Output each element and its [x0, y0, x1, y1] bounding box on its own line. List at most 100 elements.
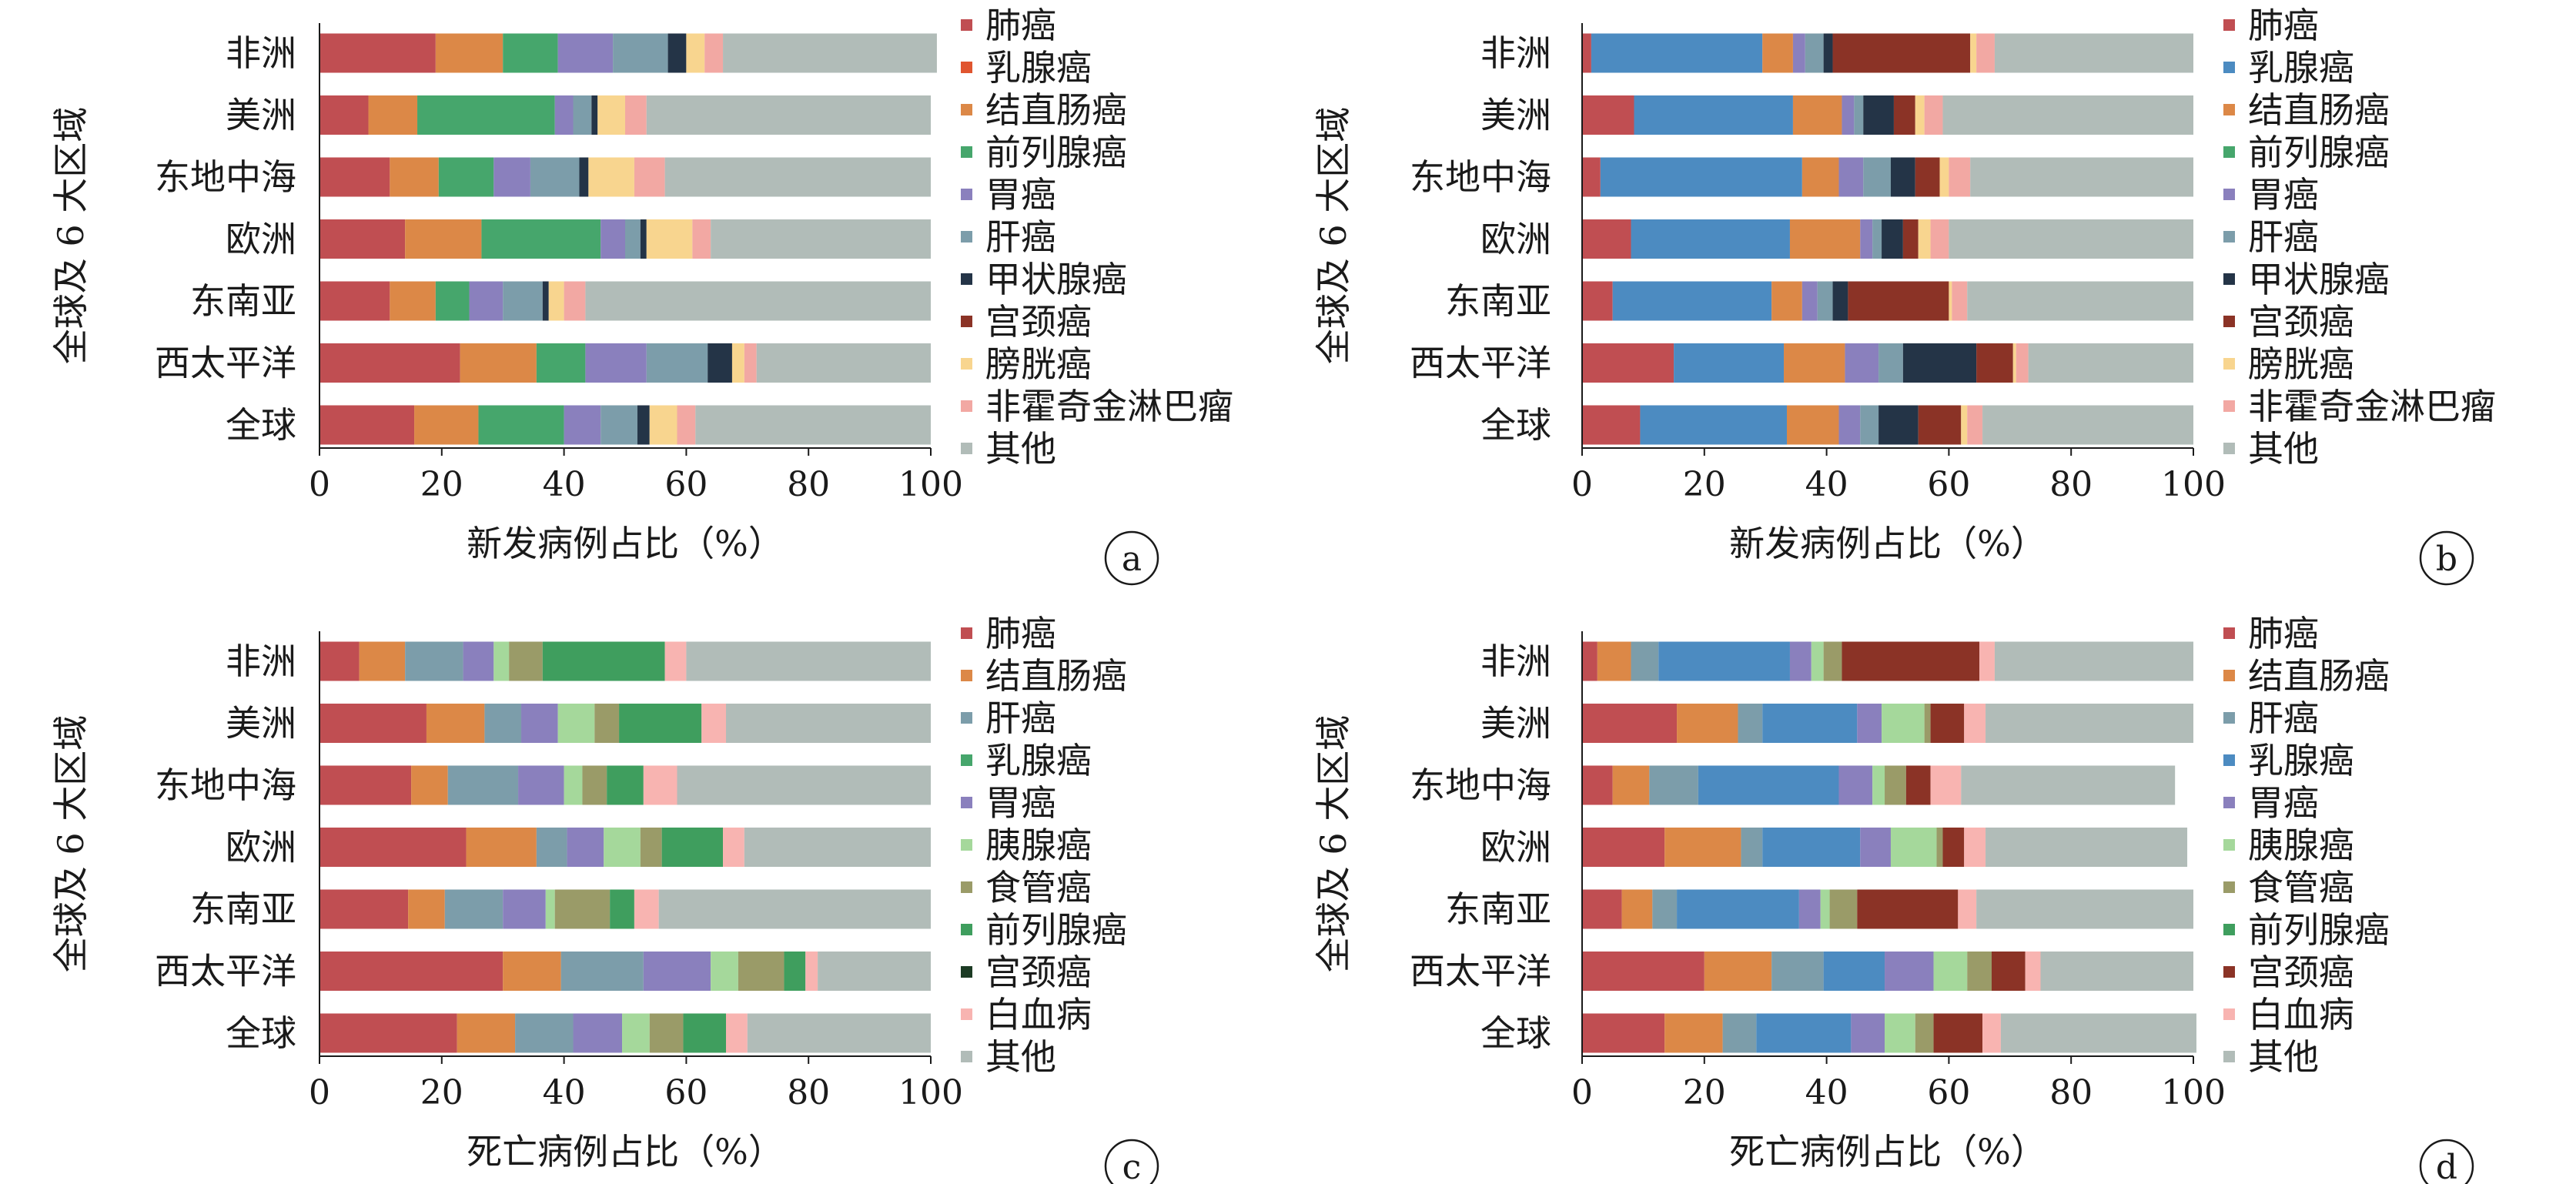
- bar-segment: [319, 281, 390, 321]
- bar-segment: [588, 157, 634, 197]
- bar-segment: [744, 828, 931, 867]
- bar-segment: [545, 889, 555, 929]
- bar-segment: [1631, 641, 1659, 681]
- legend-swatch: [961, 797, 972, 808]
- bar-segment: [319, 952, 503, 991]
- bar-segment: [554, 889, 611, 929]
- bar-segment: [1582, 1013, 1665, 1053]
- legend-item-label: 乳腺癌: [985, 47, 1092, 89]
- legend-swatch: [2223, 924, 2235, 935]
- bar-segment: [1784, 343, 1845, 383]
- bar-segment: [1649, 765, 1698, 805]
- bar-segment: [695, 405, 931, 445]
- legend-item-label: 肝癌: [985, 216, 1056, 258]
- bar-segment: [1994, 641, 2193, 681]
- bar-segment: [613, 33, 668, 73]
- x-tick-label: 100: [898, 1073, 963, 1112]
- bar-segment: [1658, 641, 1790, 681]
- category-label: 东地中海: [1410, 156, 1551, 198]
- legend-item-label: 结直肠癌: [985, 655, 1127, 697]
- x-axis-title: 死亡病例占比（%）: [1729, 1131, 2046, 1172]
- bar-segment: [1582, 889, 1622, 929]
- category-label: 全球: [1480, 1012, 1551, 1054]
- legend-item-label: 肺癌: [985, 5, 1056, 46]
- bar-segment: [1789, 219, 1861, 259]
- bar-segment: [548, 281, 564, 321]
- bar-segment: [408, 889, 445, 929]
- bar-segment: [426, 704, 485, 743]
- bar-segment: [521, 704, 558, 743]
- category-label: 东地中海: [155, 764, 296, 806]
- legend-item-label: 胃癌: [985, 174, 1056, 216]
- bar-segment: [1664, 1013, 1723, 1053]
- bar-segment: [515, 1013, 574, 1053]
- x-tick-label: 80: [2049, 1073, 2093, 1112]
- bar-segment: [503, 952, 561, 991]
- bar-segment: [1771, 952, 1824, 991]
- bar-segment: [503, 33, 558, 73]
- bar-segment: [319, 641, 360, 681]
- bar-segment: [1600, 157, 1802, 197]
- x-tick-label: 100: [2161, 1073, 2226, 1112]
- bar-segment: [1994, 33, 2193, 73]
- bar-segment: [1982, 405, 2193, 445]
- legend-swatch: [2223, 316, 2235, 327]
- bar-segment: [567, 828, 604, 867]
- legend-swatch: [961, 881, 972, 893]
- bar-segment: [625, 95, 647, 135]
- bar-segment: [1823, 641, 1842, 681]
- category-label: 西太平洋: [155, 951, 296, 992]
- bar-segment: [1823, 952, 1885, 991]
- category-label: 东南亚: [1445, 280, 1551, 322]
- legend-item-label: 宫颈癌: [985, 952, 1092, 993]
- bar-segment: [405, 219, 482, 259]
- bar-segment: [390, 281, 436, 321]
- x-axis-title: 新发病例占比（%）: [467, 523, 784, 564]
- bar-segment: [701, 704, 727, 743]
- bar-segment: [1582, 828, 1665, 867]
- x-tick-label: 100: [898, 465, 963, 504]
- bar-segment: [557, 33, 614, 73]
- bar-segment: [1698, 765, 1839, 805]
- bar-segment: [1902, 219, 1919, 259]
- x-tick-label: 80: [2049, 465, 2093, 504]
- bar-segment: [518, 765, 564, 805]
- x-tick-label: 60: [664, 1073, 708, 1112]
- x-tick-label: 60: [1927, 1073, 1970, 1112]
- bar-segment: [1949, 219, 2193, 259]
- bar-segment: [1890, 828, 1937, 867]
- legend-swatch: [961, 231, 972, 242]
- bar-segment: [1918, 219, 1931, 259]
- legend-swatch: [961, 1051, 972, 1062]
- y-axis-title: 全球及 6 大区域: [50, 107, 92, 365]
- bar-segment: [661, 828, 724, 867]
- bar-segment: [1970, 33, 1977, 73]
- legend-item-label: 膀胱癌: [2248, 343, 2354, 385]
- bar-segment: [601, 219, 625, 259]
- legend-swatch: [2223, 881, 2235, 893]
- legend-item-label: 白血病: [985, 994, 1092, 1035]
- bar-segment: [610, 889, 634, 929]
- x-tick-label: 60: [1927, 465, 1970, 504]
- legend-swatch: [2223, 62, 2235, 73]
- legend-swatch: [961, 316, 972, 327]
- legend-swatch: [2223, 1051, 2235, 1062]
- x-tick-label: 40: [543, 465, 586, 504]
- bar-segment: [625, 219, 641, 259]
- bar-segment: [1848, 281, 1949, 321]
- legend-swatch: [2223, 966, 2235, 978]
- bar-segment: [1792, 95, 1842, 135]
- bar-segment: [1842, 95, 1855, 135]
- bar-segment: [1872, 219, 1882, 259]
- bar-segment: [643, 952, 711, 991]
- bar-segment: [1722, 1013, 1757, 1053]
- x-axis-title: 新发病例占比（%）: [1729, 523, 2046, 564]
- bar-segment: [484, 704, 522, 743]
- bar-segment: [1597, 641, 1631, 681]
- bar-segment: [1634, 95, 1793, 135]
- bar-segment: [677, 765, 931, 805]
- bar-segment: [2040, 952, 2193, 991]
- panel-letter: a: [1122, 540, 1142, 579]
- legend-item-label: 膀胱癌: [985, 343, 1092, 385]
- bar-segment: [805, 952, 818, 991]
